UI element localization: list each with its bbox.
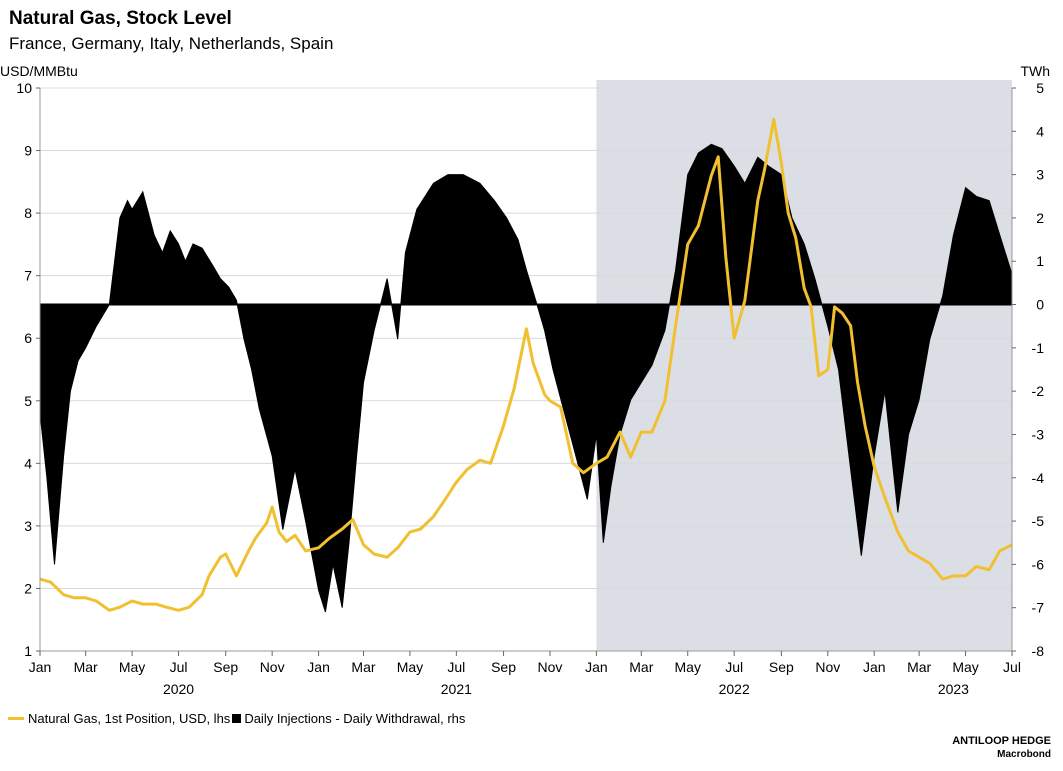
x-tick-label: Jul (170, 659, 188, 675)
y-right-tick-label: 3 (1036, 167, 1044, 183)
x-tick-label: Jan (585, 659, 608, 675)
x-tick-label: Jul (725, 659, 743, 675)
y-right-tick-label: -2 (1032, 383, 1045, 399)
x-tick-label: Mar (907, 659, 931, 675)
y-right-tick-label: 5 (1036, 80, 1044, 96)
source-provider: Macrobond (997, 749, 1051, 760)
y-right-tick-label: 0 (1036, 297, 1044, 313)
y-left-tick-label: 1 (24, 643, 32, 659)
x-year-label: 2022 (719, 681, 750, 697)
x-tick-label: May (119, 659, 145, 675)
x-tick-label: Jan (863, 659, 886, 675)
legend: Natural Gas, 1st Position, USD, lhs Dail… (8, 711, 465, 726)
chart-title: Natural Gas, Stock Level (9, 8, 232, 29)
series-injections-area (39, 143, 1013, 613)
x-tick-label: Jan (29, 659, 52, 675)
x-year-label: 2023 (938, 681, 969, 697)
x-tick-label: Nov (815, 659, 840, 675)
x-tick-label: Nov (260, 659, 285, 675)
x-tick-label: Sep (491, 659, 516, 675)
x-tick-label: Jul (1003, 659, 1021, 675)
x-tick-label: May (675, 659, 701, 675)
y-left-tick-label: 4 (24, 455, 32, 471)
shaded-period (596, 80, 1012, 651)
x-tick-label: Sep (213, 659, 238, 675)
y-right-tick-label: -3 (1032, 426, 1045, 442)
legend-swatch-gas (8, 717, 24, 720)
x-tick-label: Nov (538, 659, 563, 675)
x-tick-label: Mar (74, 659, 98, 675)
x-tick-label: Mar (629, 659, 653, 675)
x-year-label: 2020 (163, 681, 194, 697)
x-tick-label: Jul (447, 659, 465, 675)
y-right-tick-label: 4 (1036, 123, 1044, 139)
x-tick-label: Mar (351, 659, 375, 675)
legend-label-injections: Daily Injections - Daily Withdrawal, rhs (244, 711, 466, 726)
y-right-axis-label: TWh (1020, 63, 1050, 79)
y-right-tick-label: -6 (1032, 556, 1045, 572)
x-tick-label: May (952, 659, 978, 675)
x-year-label: 2021 (441, 681, 472, 697)
y-right-tick-label: -8 (1032, 643, 1045, 659)
y-left-tick-label: 10 (16, 80, 32, 96)
y-right-tick-label: -5 (1032, 513, 1045, 529)
source-brand: ANTILOOP HEDGE (952, 735, 1051, 747)
x-tick-label: May (397, 659, 423, 675)
legend-label-gas: Natural Gas, 1st Position, USD, lhs (28, 711, 231, 726)
y-right-tick-label: -4 (1032, 470, 1045, 486)
y-right-tick-label: -1 (1032, 340, 1045, 356)
series-gas-line (39, 117, 1013, 612)
x-tick-label: Jan (307, 659, 330, 675)
x-tick-label: Sep (769, 659, 794, 675)
y-left-tick-label: 6 (24, 330, 32, 346)
legend-swatch-injections (232, 714, 242, 723)
y-left-tick-label: 9 (24, 143, 32, 159)
y-left-tick-label: 8 (24, 205, 32, 221)
y-left-axis-label: USD/MMBtu (0, 63, 78, 79)
y-left-tick-label: 3 (24, 518, 32, 534)
y-right-tick-label: 1 (1036, 253, 1044, 269)
y-left-tick-label: 7 (24, 268, 32, 284)
y-right-tick-label: 2 (1036, 210, 1044, 226)
y-left-tick-label: 2 (24, 580, 32, 596)
chart-subtitle: France, Germany, Italy, Netherlands, Spa… (9, 34, 334, 53)
y-left-tick-label: 5 (24, 393, 32, 409)
y-right-tick-label: -7 (1032, 600, 1045, 616)
